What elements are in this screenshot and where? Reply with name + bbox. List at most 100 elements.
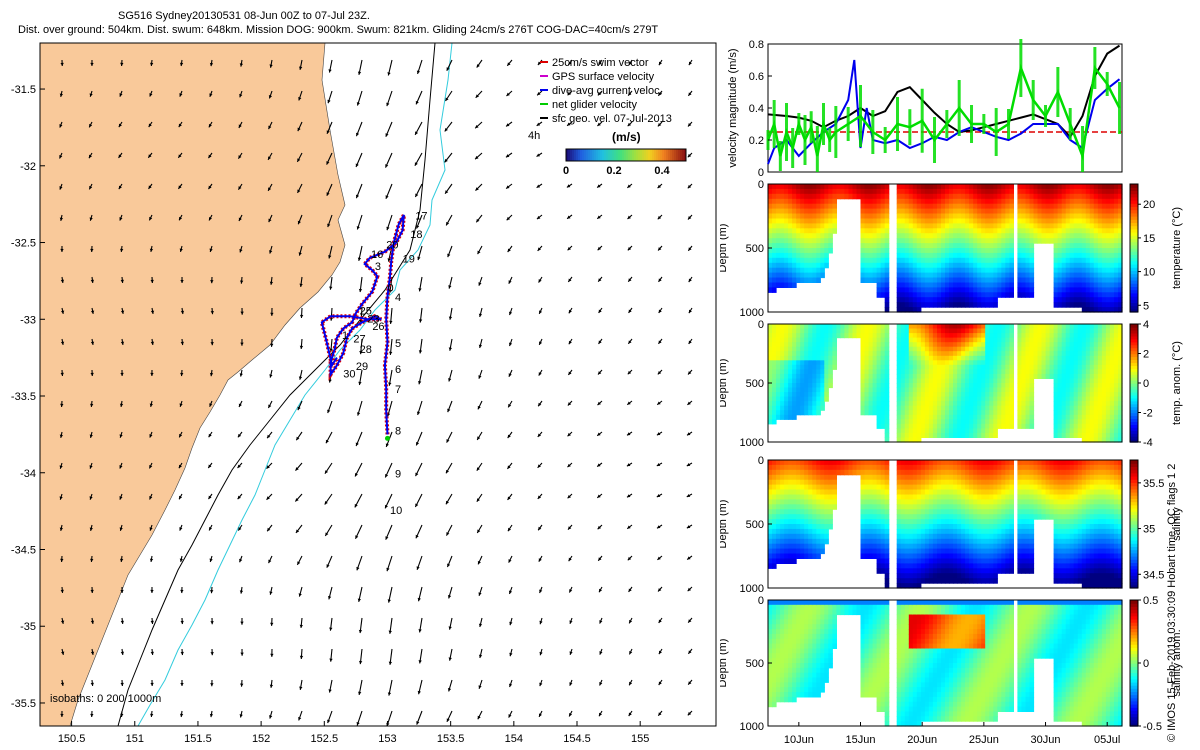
track-day-label: 20	[386, 240, 398, 252]
section-ylabel: Depth (m)	[720, 359, 729, 408]
track-day-label: 7	[395, 384, 401, 396]
map-xtick-label: 152	[252, 733, 270, 745]
map-frame	[39, 42, 717, 727]
glider-position-marker	[384, 435, 390, 441]
map-ytick-label: -31.5	[11, 84, 36, 96]
section-ytick: 1000	[740, 721, 764, 733]
map-xtick-label: 152.5	[311, 733, 339, 745]
section-xtick-label: 20Jun	[907, 734, 937, 746]
legend-units: (m/s)	[612, 130, 641, 144]
plot-title-line2: Dist. over ground: 504km. Dist. swum: 64…	[18, 24, 659, 36]
map-xtick-label: 151	[126, 733, 144, 745]
section-colorbar-tick: 4	[1143, 319, 1149, 331]
section-ytick: 500	[746, 519, 764, 531]
section-colorbar-label: temp. anom. (°C)	[1171, 341, 1183, 425]
section-ytick: 1000	[740, 583, 764, 595]
section-colorbar	[1129, 183, 1139, 313]
map-ytick-label: -34.5	[11, 544, 36, 556]
section-colorbar-tick: 35.5	[1143, 478, 1164, 490]
coastline-land	[40, 43, 346, 726]
legend-4h-label: 4h	[528, 130, 540, 142]
track-day-label: 3	[375, 261, 381, 273]
map-colorbar	[565, 148, 687, 162]
velocity-ytick: 0.2	[749, 135, 764, 147]
track-day-label: 9	[395, 468, 401, 480]
map-ytick-label: -35	[20, 621, 36, 633]
track-day-label: 0	[387, 283, 393, 295]
section-ytick: 0	[758, 455, 764, 467]
velocity-ytick: 0.4	[749, 103, 764, 115]
map-ytick-label: -34	[20, 468, 36, 480]
map-xtick-label: 150.5	[58, 733, 86, 745]
map-xtick-label: 154.5	[563, 733, 591, 745]
map-ytick-label: -32	[20, 161, 36, 173]
legend-entry: sfc geo. vel. 07-Jul-2013	[552, 113, 672, 125]
map-legend: 25cm/s swim vector GPS surface velocity di…	[528, 57, 687, 177]
section-colorbar-tick: 0.5	[1143, 595, 1158, 607]
section-colorbar-tick: -4	[1143, 437, 1153, 449]
section-colorbar-tick: -0.5	[1143, 721, 1162, 733]
legend-entry: GPS surface velocity	[552, 71, 655, 83]
map-xtick-label: 153	[378, 733, 396, 745]
track-day-label: 5	[395, 338, 401, 350]
section-colorbar-tick: 34.5	[1143, 569, 1164, 581]
section-colorbar-tick: 35	[1143, 524, 1155, 536]
section-ylabel: Depth (m)	[720, 639, 729, 688]
map-xtick-label: 155	[631, 733, 649, 745]
map-ytick-label: -33	[20, 314, 36, 326]
section-ytick: 500	[746, 378, 764, 390]
velocity-panel: 0 0.2 0.4 0.6 0.8 velocity magnitude (m/s)	[727, 39, 1123, 179]
salinity-section-panel: 0 500 1000 Depth (m) 34.5 35 35.5 salinity	[720, 455, 1183, 595]
section-colorbar	[1129, 459, 1139, 589]
section-colorbar-tick: 15	[1143, 233, 1155, 245]
section-xtick-label: 30Jun	[1031, 734, 1061, 746]
legend-entry: net glider velocity	[552, 99, 637, 111]
track-day-label: 6	[395, 364, 401, 376]
section-ytick: 1000	[740, 437, 764, 449]
velocity-ytick: 0.8	[749, 39, 764, 51]
section-xtick-label: 05Jul	[1094, 734, 1120, 746]
track-day-label: 17	[415, 211, 427, 223]
isobaths-label: isobaths: 0 200 1000m	[50, 693, 161, 705]
glider-track-current	[320, 214, 405, 435]
section-ytick: 500	[746, 243, 764, 255]
section-ytick: 500	[746, 658, 764, 670]
temperature-anomaly-section-panel: 0 500 1000 Depth (m) -4 -2 0 2 4 temp. anom. (°C)	[720, 319, 1183, 449]
section-colorbar-tick: 0	[1143, 378, 1149, 390]
plot-title-line1: SG516 Sydney20130531 08-Jun 00Z to 07-Ju…	[118, 10, 370, 22]
section-ytick: 0	[758, 595, 764, 607]
surface-velocity-vectors	[59, 59, 693, 726]
track-day-label: 29	[356, 361, 368, 373]
track-day-label: 10	[390, 505, 402, 517]
map-ytick-label: -35.5	[11, 698, 36, 710]
velocity-ylabel: velocity magnitude (m/s)	[727, 48, 739, 167]
section-colorbar-label: salinity anom.	[1171, 629, 1183, 696]
section-ylabel: Depth (m)	[720, 500, 729, 549]
section-xtick-label: 15Jun	[846, 734, 876, 746]
map-colorbar-tick: 0.4	[654, 165, 670, 177]
section-colorbar-label: salinity	[1171, 507, 1183, 541]
track-day-label: 27	[353, 333, 365, 345]
track-day-label: 18	[410, 229, 422, 241]
map-xtick-label: 153.5	[437, 733, 465, 745]
section-ytick: 1000	[740, 307, 764, 319]
map-xtick-label: 151.5	[184, 733, 212, 745]
section-colorbar-tick: 20	[1143, 199, 1155, 211]
track-day-label: 26	[372, 321, 384, 333]
section-colorbar-label: temperature (°C)	[1171, 207, 1183, 289]
track-day-label: 8	[395, 425, 401, 437]
section-colorbar-tick: 0	[1143, 658, 1149, 670]
isobath-1000	[137, 43, 453, 726]
track-day-label: 25	[360, 306, 372, 318]
velocity-ytick: 0.6	[749, 71, 764, 83]
velocity-ytick: 0	[758, 167, 764, 179]
track-day-label: 19	[403, 253, 415, 265]
track-day-label: 28	[360, 344, 372, 356]
map-ytick-label: -33.5	[11, 391, 36, 403]
map-colorbar-tick: 0	[563, 165, 569, 177]
salinity-anomaly-section-panel: 0 500 1000 Depth (m) -0.5 0 0.5 salinity anom. 1…	[720, 595, 1183, 746]
track-day-label: 23	[367, 313, 379, 325]
track-day-label: 1	[342, 330, 348, 342]
